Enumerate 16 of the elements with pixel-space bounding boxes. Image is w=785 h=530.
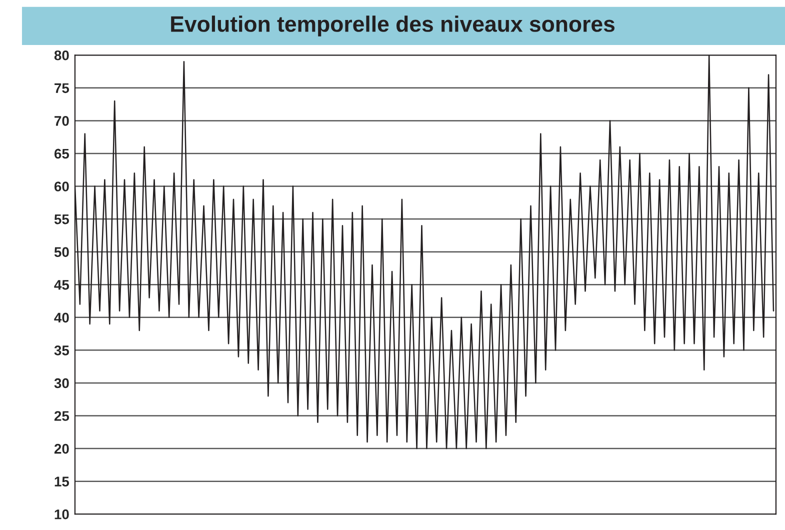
y-tick-label: 25 — [54, 411, 70, 421]
y-tick-label: 55 — [54, 214, 70, 224]
y-tick-label: 40 — [54, 312, 69, 323]
y-tick-label: 45 — [54, 280, 70, 290]
y-tick-label: 10 — [54, 509, 69, 520]
chart-title: Evolution temporelle des niveaux sonores — [171, 16, 615, 36]
y-tick-label: 80 — [54, 50, 69, 60]
y-tick-label: 20 — [54, 444, 69, 454]
y-tick-label: 75 — [54, 83, 70, 94]
y-tick-label: 30 — [54, 378, 69, 388]
y-tick-label: 70 — [54, 116, 69, 126]
y-tick-label: 35 — [54, 346, 70, 356]
y-tick-label: 50 — [54, 247, 69, 257]
y-tick-label: 15 — [54, 476, 70, 486]
y-tick-label: 60 — [54, 182, 69, 192]
y-tick-label: 65 — [54, 148, 70, 159]
